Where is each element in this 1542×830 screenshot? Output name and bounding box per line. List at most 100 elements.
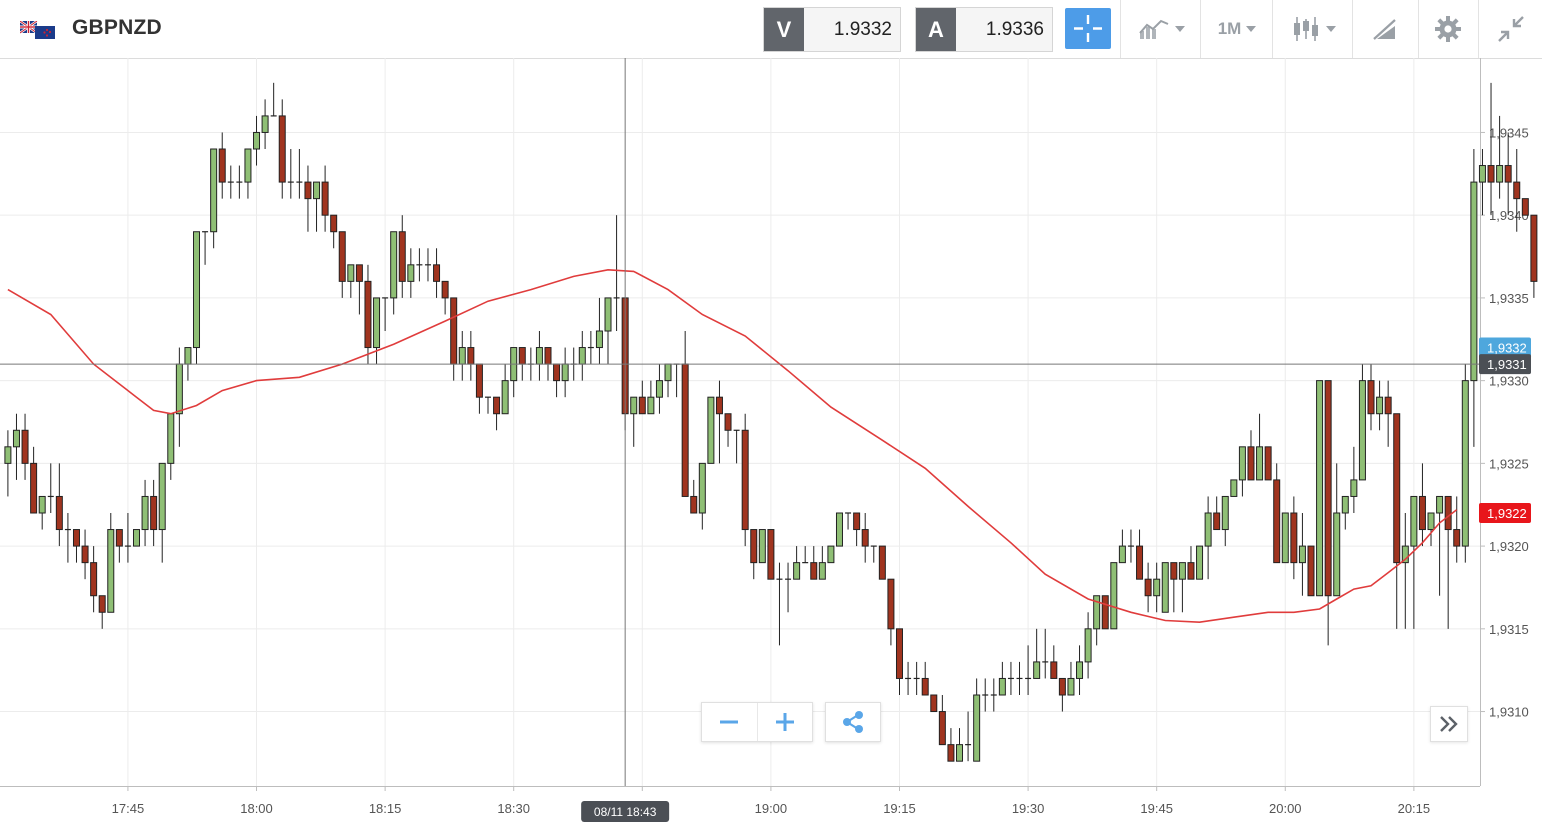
candle	[1025, 645, 1032, 695]
candle	[1367, 364, 1375, 431]
candle	[1376, 380, 1384, 431]
candle-body-up	[141, 495, 149, 531]
candle	[441, 280, 449, 315]
crosshair-time-box	[581, 801, 670, 822]
candle	[535, 331, 543, 381]
settings-button[interactable]	[1426, 8, 1470, 50]
chart-type-button[interactable]	[1282, 8, 1344, 50]
collapse-button[interactable]	[1488, 8, 1534, 50]
candle	[64, 513, 71, 563]
candle-body-up	[1118, 545, 1126, 564]
scroll-to-latest-button[interactable]	[1430, 706, 1468, 742]
candle-body-down	[1487, 165, 1495, 183]
indicators-button[interactable]	[1130, 8, 1192, 50]
candle	[750, 529, 758, 580]
candle-body-down	[1101, 595, 1109, 630]
candle	[202, 231, 209, 265]
drawing-tool-icon	[1373, 19, 1396, 40]
candle-body-up	[698, 462, 706, 514]
candle-body-up	[38, 495, 46, 514]
candle	[613, 215, 620, 331]
candle-body-down	[938, 711, 946, 746]
drawing-tools-button[interactable]	[1362, 8, 1408, 50]
candle-body-down	[81, 545, 89, 564]
crosshair-icon	[1074, 15, 1102, 42]
candle	[1273, 463, 1281, 564]
y-tick-label: 1,9340	[1489, 208, 1529, 223]
x-tick-label: 20:00	[1269, 801, 1302, 816]
candle-body-up	[818, 562, 826, 580]
candle	[278, 99, 286, 199]
candle-body-down	[1144, 578, 1152, 597]
candle	[1461, 364, 1469, 563]
y-tick-label: 1,9320	[1489, 539, 1529, 554]
candle	[287, 149, 294, 199]
candle	[1084, 612, 1092, 679]
toolbar-separator	[1418, 0, 1419, 58]
candle-body-up	[595, 330, 603, 349]
candle	[1401, 513, 1409, 629]
candle	[355, 264, 363, 315]
candle-body-up	[261, 115, 269, 133]
candle-body-up	[313, 181, 321, 200]
ask-quote[interactable]: A 1.9336	[915, 7, 1053, 52]
toolbar-separator	[1352, 0, 1353, 58]
crosshair-time-label: 08/11 18:43	[594, 805, 657, 819]
candle	[861, 513, 869, 563]
candle-body-up	[373, 297, 381, 349]
candle	[698, 462, 706, 530]
candle	[270, 82, 277, 117]
candle	[1341, 495, 1349, 530]
candle-body-down	[330, 214, 338, 233]
candle	[853, 512, 861, 547]
candle-body-up	[458, 347, 466, 365]
candle	[424, 248, 431, 282]
candle	[304, 165, 312, 232]
zoom-out-button[interactable]	[702, 703, 757, 741]
candle-body-up	[664, 363, 672, 382]
candle-body-down	[493, 396, 501, 415]
candle-body-down	[278, 115, 286, 183]
candle-body-down	[398, 231, 406, 282]
plus-icon	[775, 713, 794, 731]
candle-body-up	[1341, 495, 1349, 514]
candle-body-up	[578, 347, 586, 365]
candle-body-down	[1384, 396, 1392, 415]
candle-body-up	[1333, 512, 1341, 597]
candle	[1393, 413, 1401, 629]
candle-body-up	[1401, 545, 1409, 564]
candle-body-up	[707, 396, 715, 464]
candle-body-down	[433, 264, 441, 282]
candle-body-down	[1504, 165, 1512, 183]
zoom-in-button[interactable]	[756, 703, 813, 741]
candle-body-up	[1196, 545, 1204, 580]
price-tag: 1,9331	[1479, 354, 1531, 375]
candle-body-up	[835, 512, 843, 547]
candle-body-down	[1307, 545, 1315, 597]
candle-body-up	[1067, 677, 1075, 696]
candle	[458, 331, 466, 381]
timeframe-dropdown[interactable]: 1M	[1206, 8, 1268, 50]
candle	[1093, 595, 1101, 646]
candle-body-down	[72, 529, 80, 547]
price-tag-label: 1,9322	[1487, 506, 1527, 521]
candle-body-down	[750, 529, 758, 564]
candle	[261, 99, 269, 149]
candlestick-chart[interactable]: 1,9310 1,9315 1,9320 1,9325 1,9330 1,9335 1,93…	[0, 58, 1542, 830]
candle-body-up	[535, 347, 543, 365]
share-button[interactable]	[825, 702, 881, 742]
candle-body-up	[175, 363, 183, 415]
candle-body-up	[1093, 595, 1101, 630]
candle	[1427, 512, 1435, 547]
candle	[296, 149, 303, 199]
x-tick-label: 18:30	[497, 801, 530, 816]
candle	[776, 562, 783, 646]
candle-body-down	[930, 694, 938, 713]
candle-body-down	[55, 495, 63, 531]
gb-nz-flag-icon	[20, 21, 55, 39]
x-tick-label: 19:15	[883, 801, 916, 816]
bid-quote[interactable]: V 1.9332	[763, 7, 901, 52]
candle	[330, 214, 338, 249]
crosshair-button[interactable]	[1065, 8, 1111, 49]
candle-body-up	[501, 380, 509, 415]
